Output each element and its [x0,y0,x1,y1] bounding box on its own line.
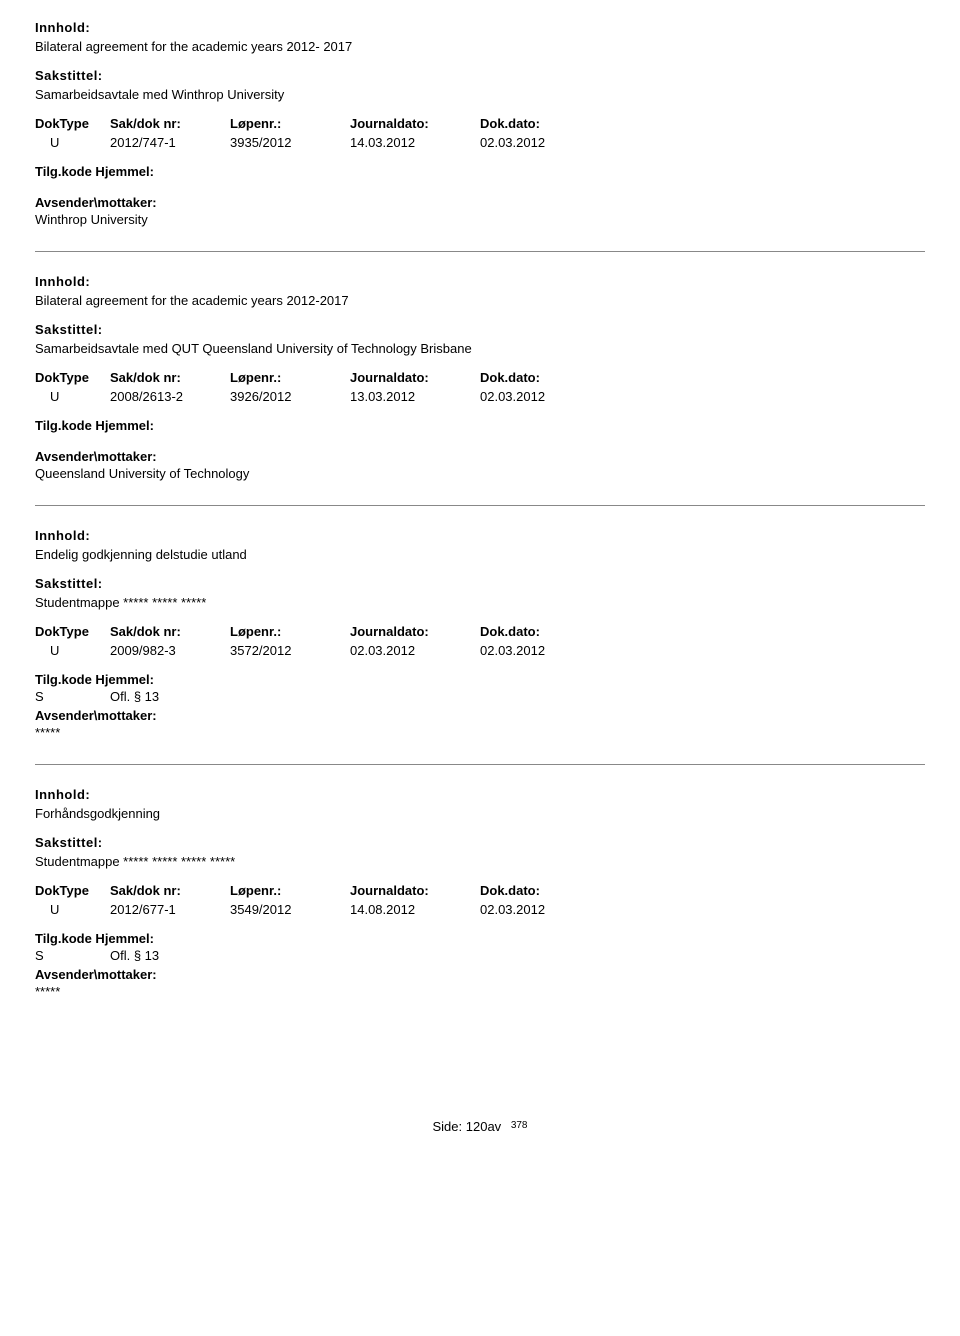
doktype-value: U [35,135,110,150]
saknr-value: 2008/2613-2 [110,389,230,404]
doktype-header: DokType [35,883,110,898]
saknr-header: Sak/dok nr: [110,116,230,131]
journaldato-header: Journaldato: [350,116,480,131]
hjemmel-row: S Ofl. § 13 [35,948,925,963]
dokdato-value: 02.03.2012 [480,902,600,917]
tilgkode-value: S [35,948,110,963]
innhold-label: Innhold: [35,528,925,543]
dokdato-header: Dok.dato: [480,370,600,385]
journaldato-header: Journaldato: [350,883,480,898]
doktype-value: U [35,902,110,917]
sakstittel-value: Studentmappe ***** ***** ***** [35,595,925,610]
avsender-label: Avsender\mottaker: [35,449,925,464]
avsender-value: Winthrop University [35,212,925,227]
lopenr-header: Løpenr.: [230,624,350,639]
avsender-value: ***** [35,725,925,740]
doktype-header: DokType [35,624,110,639]
sakstittel-value: Samarbeidsavtale med Winthrop University [35,87,925,102]
tilgkode-hjemmel-label: Tilg.kode Hjemmel: [35,931,925,946]
sakstittel-label: Sakstittel: [35,322,925,337]
innhold-value: Endelig godkjenning delstudie utland [35,547,925,562]
separator [35,251,925,252]
tilgkode-hjemmel-label: Tilg.kode Hjemmel: [35,418,925,433]
innhold-value: Forhåndsgodkjenning [35,806,925,821]
separator [35,764,925,765]
row-values: U 2009/982-3 3572/2012 02.03.2012 02.03.… [35,643,925,658]
journaldato-value: 13.03.2012 [350,389,480,404]
sakstittel-label: Sakstittel: [35,576,925,591]
row-headers: DokType Sak/dok nr: Løpenr.: Journaldato… [35,624,925,639]
lopenr-value: 3549/2012 [230,902,350,917]
lopenr-value: 3926/2012 [230,389,350,404]
journaldato-header: Journaldato: [350,370,480,385]
lopenr-value: 3935/2012 [230,135,350,150]
doktype-value: U [35,389,110,404]
sakstittel-value: Samarbeidsavtale med QUT Queensland Univ… [35,341,925,356]
row-headers: DokType Sak/dok nr: Løpenr.: Journaldato… [35,883,925,898]
avsender-value: Queensland University of Technology [35,466,925,481]
hjemmel-value: Ofl. § 13 [110,948,159,963]
lopenr-header: Løpenr.: [230,116,350,131]
saknr-header: Sak/dok nr: [110,883,230,898]
innhold-label: Innhold: [35,787,925,802]
side-label: Side: [433,1119,463,1134]
page-total: 378 [511,1120,528,1131]
innhold-label: Innhold: [35,20,925,35]
innhold-label: Innhold: [35,274,925,289]
dokdato-header: Dok.dato: [480,883,600,898]
sakstittel-value: Studentmappe ***** ***** ***** ***** [35,854,925,869]
journaldato-value: 14.03.2012 [350,135,480,150]
row-headers: DokType Sak/dok nr: Løpenr.: Journaldato… [35,116,925,131]
saknr-header: Sak/dok nr: [110,624,230,639]
dokdato-header: Dok.dato: [480,116,600,131]
avsender-label: Avsender\mottaker: [35,708,925,723]
lopenr-value: 3572/2012 [230,643,350,658]
hjemmel-value: Ofl. § 13 [110,689,159,704]
avsender-label: Avsender\mottaker: [35,195,925,210]
dokdato-value: 02.03.2012 [480,135,600,150]
saknr-value: 2012/677-1 [110,902,230,917]
tilgkode-hjemmel-label: Tilg.kode Hjemmel: [35,672,925,687]
page-number: 120av [466,1119,501,1134]
saknr-header: Sak/dok nr: [110,370,230,385]
lopenr-header: Løpenr.: [230,883,350,898]
doktype-value: U [35,643,110,658]
doktype-header: DokType [35,370,110,385]
doktype-header: DokType [35,116,110,131]
journaldato-value: 14.08.2012 [350,902,480,917]
avsender-label: Avsender\mottaker: [35,967,925,982]
saknr-value: 2009/982-3 [110,643,230,658]
journaldato-header: Journaldato: [350,624,480,639]
sakstittel-label: Sakstittel: [35,68,925,83]
avsender-value: ***** [35,984,925,999]
journal-entry: Innhold: Bilateral agreement for the aca… [35,274,925,481]
sakstittel-label: Sakstittel: [35,835,925,850]
separator [35,505,925,506]
row-values: U 2012/677-1 3549/2012 14.08.2012 02.03.… [35,902,925,917]
saknr-value: 2012/747-1 [110,135,230,150]
journaldato-value: 02.03.2012 [350,643,480,658]
tilgkode-hjemmel-label: Tilg.kode Hjemmel: [35,164,925,179]
journal-entry: Innhold: Forhåndsgodkjenning Sakstittel:… [35,787,925,999]
page-footer: Side: 120av 378 [35,1119,925,1134]
lopenr-header: Løpenr.: [230,370,350,385]
row-values: U 2008/2613-2 3926/2012 13.03.2012 02.03… [35,389,925,404]
row-values: U 2012/747-1 3935/2012 14.03.2012 02.03.… [35,135,925,150]
innhold-value: Bilateral agreement for the academic yea… [35,39,925,54]
journal-entry: Innhold: Endelig godkjenning delstudie u… [35,528,925,740]
hjemmel-row: S Ofl. § 13 [35,689,925,704]
dokdato-header: Dok.dato: [480,624,600,639]
innhold-value: Bilateral agreement for the academic yea… [35,293,925,308]
dokdato-value: 02.03.2012 [480,389,600,404]
row-headers: DokType Sak/dok nr: Løpenr.: Journaldato… [35,370,925,385]
tilgkode-value: S [35,689,110,704]
dokdato-value: 02.03.2012 [480,643,600,658]
journal-entry: Innhold: Bilateral agreement for the aca… [35,20,925,227]
